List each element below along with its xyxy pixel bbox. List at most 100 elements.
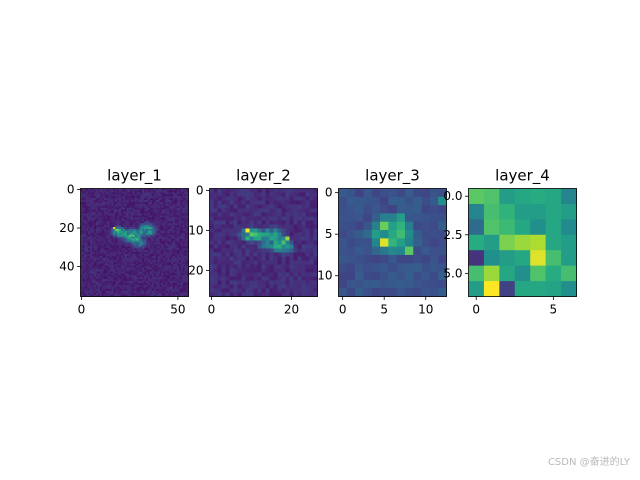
heatmap-cell	[157, 257, 160, 261]
heatmap-cell	[241, 244, 246, 249]
heatmap-cell	[293, 232, 298, 237]
heatmap-cell	[119, 281, 122, 284]
heatmap-cell	[124, 188, 128, 191]
heatmap-cell	[157, 283, 160, 286]
heatmap-cell	[109, 219, 112, 222]
heatmap-cell	[140, 246, 143, 249]
heatmap-cell	[161, 203, 164, 207]
heatmap-cell	[184, 261, 187, 265]
heatmap-cell	[146, 213, 149, 216]
heatmap-cell	[313, 252, 318, 257]
heatmap-cell	[86, 205, 89, 209]
heatmap-cell	[134, 234, 137, 238]
heatmap-cell	[178, 211, 182, 214]
heatmap-cell	[169, 273, 172, 276]
heatmap-cell	[167, 190, 170, 193]
heatmap-cell	[167, 229, 170, 232]
heatmap-cell	[109, 257, 112, 261]
heatmap-cell	[101, 284, 104, 288]
heatmap-cell	[84, 263, 87, 266]
heatmap-cell	[84, 275, 87, 278]
heatmap-cell	[103, 273, 106, 276]
heatmap-cell	[253, 264, 258, 269]
heatmap-cell	[140, 288, 143, 292]
heatmap-cell	[245, 224, 250, 229]
heatmap-cell	[355, 221, 364, 231]
heatmap-cell	[169, 256, 172, 259]
heatmap-cell	[182, 263, 185, 266]
heatmap-cell	[132, 232, 135, 236]
heatmap-cell	[86, 230, 89, 234]
heatmap-cell	[157, 221, 160, 224]
heatmap-cell	[380, 230, 389, 239]
heatmap-cell	[148, 263, 151, 266]
heatmap-cell	[86, 217, 89, 220]
heatmap-cell	[171, 232, 174, 236]
heatmap-cell	[167, 263, 170, 266]
heatmap-cell	[249, 240, 254, 245]
heatmap-cell	[165, 281, 168, 284]
heatmap-cell	[130, 286, 133, 290]
heatmap-cell	[144, 281, 147, 284]
heatmap-cell	[153, 202, 157, 205]
heatmap-cell	[301, 204, 306, 209]
heatmap-cell	[146, 230, 149, 234]
heatmap-cell	[155, 198, 158, 201]
heatmap-cell	[253, 208, 258, 213]
heatmap-cell	[261, 204, 266, 209]
y-tick-label: 40	[59, 260, 74, 274]
heatmap-cell	[257, 252, 262, 257]
x-tick-label: 20	[284, 303, 299, 317]
heatmap-cell	[209, 240, 214, 245]
heatmap-cell	[165, 290, 168, 293]
heatmap-cell	[338, 288, 348, 297]
heatmap-cell	[103, 211, 106, 214]
heatmap-cell	[109, 213, 112, 216]
heatmap-cell	[176, 246, 180, 249]
heatmap-cell	[134, 283, 137, 286]
heatmap-cell	[84, 246, 87, 249]
heatmap-cell	[404, 279, 414, 289]
heatmap-cell	[186, 217, 189, 220]
heatmap-cell	[97, 244, 101, 247]
heatmap-cell	[122, 263, 126, 266]
heatmap-cell	[153, 211, 157, 214]
heatmap-cell	[229, 260, 234, 265]
heatmap-cell	[346, 254, 356, 264]
heatmap-cell	[105, 292, 108, 295]
heatmap-cell	[163, 290, 166, 293]
heatmap-cell	[103, 244, 106, 247]
heatmap-cell	[176, 267, 180, 270]
heatmap-cell	[128, 202, 131, 205]
heatmap-cell	[95, 207, 99, 211]
heatmap-cell	[265, 188, 270, 193]
heatmap-cell	[126, 213, 130, 216]
heatmap-cell	[136, 288, 139, 292]
heatmap-cell	[293, 252, 298, 257]
heatmap-cell	[95, 230, 99, 234]
heatmap-cell	[175, 265, 178, 268]
heatmap-cell	[119, 261, 122, 265]
heatmap-cell	[167, 240, 170, 243]
heatmap-cell	[182, 269, 185, 272]
heatmap-cell	[148, 265, 151, 268]
heatmap-cell	[136, 198, 139, 201]
heatmap-cell	[111, 252, 114, 255]
heatmap-cell	[297, 232, 302, 237]
heatmap-cell	[175, 288, 178, 292]
heatmap-cell	[157, 209, 160, 212]
heatmap-cell	[107, 284, 110, 288]
heatmap-cell	[146, 192, 149, 195]
heatmap-cell	[140, 286, 143, 290]
heatmap-cell	[151, 254, 155, 257]
heatmap-cell	[269, 268, 274, 273]
heatmap-cell	[88, 250, 91, 253]
heatmap-cell	[122, 207, 126, 211]
heatmap-cell	[346, 205, 356, 214]
heatmap-cell	[80, 283, 83, 286]
heatmap-cell	[82, 261, 85, 265]
heatmap-cell	[269, 236, 274, 241]
heatmap-cell	[151, 281, 155, 284]
heatmap-cell	[121, 292, 124, 295]
heatmap-cell	[221, 280, 226, 285]
